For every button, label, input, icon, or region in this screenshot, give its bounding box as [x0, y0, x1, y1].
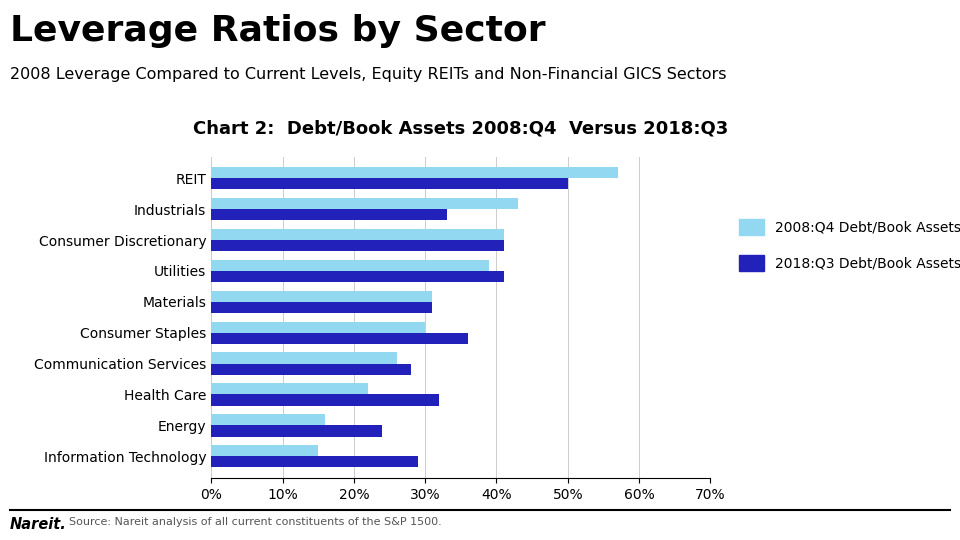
Bar [211, 178, 567, 190]
Text: Nareit.: Nareit. [10, 517, 66, 532]
Bar [211, 322, 425, 333]
Bar [211, 456, 418, 468]
Bar [211, 209, 446, 220]
Text: Chart 2:  Debt/Book Assets 2008:Q4  Versus 2018:Q3: Chart 2: Debt/Book Assets 2008:Q4 Versus… [193, 120, 729, 138]
Bar [211, 353, 396, 363]
Text: Source: Nareit analysis of all current constituents of the S&P 1500.: Source: Nareit analysis of all current c… [69, 517, 442, 528]
Bar [211, 260, 490, 271]
Bar [211, 395, 440, 406]
Bar [211, 271, 504, 282]
Legend: 2008:Q4 Debt/Book Assets, 2018:Q3 Debt/Book Assets: 2008:Q4 Debt/Book Assets, 2018:Q3 Debt/B… [732, 212, 960, 278]
Bar [211, 426, 382, 436]
Bar [211, 302, 432, 313]
Bar [211, 383, 368, 395]
Bar [211, 240, 504, 251]
Bar [211, 363, 411, 375]
Bar [211, 414, 325, 426]
Text: 2008 Leverage Compared to Current Levels, Equity REITs and Non-Financial GICS Se: 2008 Leverage Compared to Current Levels… [10, 68, 726, 83]
Bar [211, 445, 318, 456]
Bar [211, 229, 504, 240]
Bar [211, 198, 517, 209]
Text: Leverage Ratios by Sector: Leverage Ratios by Sector [10, 14, 545, 48]
Bar [211, 333, 468, 344]
Bar [211, 167, 617, 178]
Bar [211, 291, 432, 302]
